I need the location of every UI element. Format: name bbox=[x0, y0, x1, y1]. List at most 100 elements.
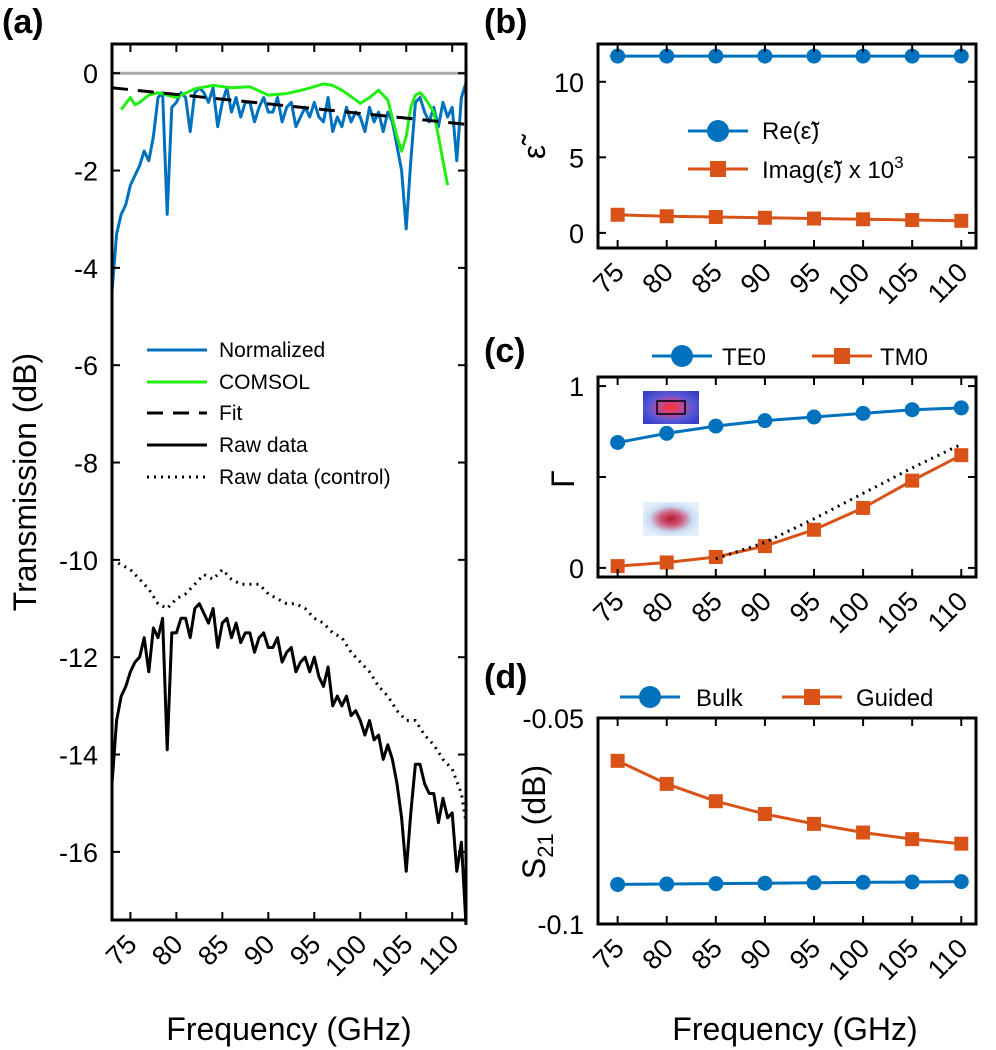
y-tick-label: 5 bbox=[569, 143, 584, 173]
x-tick-label: 95 bbox=[284, 929, 326, 971]
panel-d-ylabel-unit: (dB) bbox=[516, 765, 552, 825]
x-tick-label: 100 bbox=[319, 929, 372, 982]
x-tick-label: 100 bbox=[822, 586, 875, 639]
y-tick-label: -2 bbox=[74, 157, 98, 187]
x-tick-label: 105 bbox=[871, 586, 924, 639]
y-tick-label: 0 bbox=[569, 219, 584, 249]
data-point-bulk bbox=[610, 876, 626, 892]
series-line-normalized bbox=[110, 82, 468, 293]
panel-a-legend: Normalized COMSOL Fit Raw data Raw data … bbox=[147, 339, 391, 489]
x-tick-label: 100 bbox=[822, 257, 875, 310]
legend-label-tm0: TM0 bbox=[880, 344, 928, 371]
y-tick-label: -6 bbox=[74, 351, 98, 381]
data-point-bulk bbox=[659, 876, 675, 892]
legend-label-raw: Raw data bbox=[219, 434, 308, 457]
data-point-te0 bbox=[659, 425, 675, 441]
x-tick-label: 90 bbox=[735, 257, 777, 299]
panel-label-c: (c) bbox=[484, 332, 526, 370]
data-point-te0 bbox=[953, 400, 969, 416]
data-point-te0 bbox=[855, 405, 871, 421]
x-tick-label: 85 bbox=[192, 929, 234, 971]
data-point-re bbox=[806, 48, 822, 64]
y-tick-label: 1 bbox=[569, 372, 584, 402]
y-tick-label: -4 bbox=[74, 254, 98, 284]
y-tick-label: 0 bbox=[569, 554, 584, 584]
data-point-bulk bbox=[953, 874, 969, 890]
legend-marker-tm0 bbox=[834, 348, 850, 364]
x-tick-label: 75 bbox=[587, 933, 629, 975]
panel-d-ylabel-sub: 21 bbox=[533, 833, 558, 857]
panel-d-data bbox=[610, 753, 969, 892]
panel-c-ylabel: Γ bbox=[545, 470, 581, 488]
x-tick-label: 110 bbox=[922, 586, 974, 638]
legend-marker-guided bbox=[804, 689, 820, 705]
legend-label-re: Re(ε̃) bbox=[762, 118, 820, 145]
legend-label-raw-control: Raw data (control) bbox=[219, 466, 391, 489]
x-tick-label: 95 bbox=[784, 257, 826, 299]
data-point-tm0 bbox=[954, 448, 969, 463]
data-point-tm0 bbox=[659, 555, 674, 570]
panel-d-ylabel: S21 (dB) bbox=[516, 765, 558, 879]
legend-marker-te0 bbox=[671, 345, 693, 367]
legend-label-imag-exponent: 3 bbox=[894, 153, 903, 172]
data-point-bulk bbox=[855, 874, 871, 890]
data-point-guided bbox=[954, 836, 969, 851]
data-point-tm0 bbox=[708, 550, 723, 564]
legend-marker-re bbox=[707, 120, 729, 142]
data-point-te0 bbox=[610, 434, 626, 450]
series-line-raw-data bbox=[110, 602, 468, 925]
legend-label-te0: TE0 bbox=[722, 344, 766, 371]
data-point-imag-x-10-3 bbox=[659, 209, 674, 224]
y-tick-label: -16 bbox=[59, 838, 98, 868]
x-tick-label: 95 bbox=[784, 586, 826, 628]
data-point-tm0 bbox=[610, 559, 625, 574]
panel-b-data bbox=[610, 48, 969, 228]
x-tick-label: 95 bbox=[784, 933, 826, 975]
series-line-comsol bbox=[120, 82, 450, 186]
data-point-guided bbox=[757, 806, 772, 821]
legend-label-normalized: Normalized bbox=[219, 339, 325, 362]
legend-label-imag-text: Imag(ε̃) x 10 bbox=[762, 157, 894, 184]
x-tick-label: 100 bbox=[822, 933, 875, 986]
legend-label-comsol: COMSOL bbox=[219, 371, 310, 394]
data-point-tm0 bbox=[905, 473, 920, 488]
data-point-te0 bbox=[708, 418, 724, 434]
data-point-imag-x-10-3 bbox=[856, 212, 871, 227]
x-tick-label: 80 bbox=[637, 257, 679, 299]
data-point-tm0 bbox=[807, 522, 821, 537]
x-tick-label: 105 bbox=[871, 257, 924, 310]
data-point-tm0 bbox=[757, 539, 772, 554]
data-point-guided bbox=[708, 794, 723, 809]
x-tick-label: 105 bbox=[871, 933, 924, 986]
panel-d-legend: Bulk Guided bbox=[620, 685, 933, 712]
panel-d-axes-box bbox=[596, 716, 978, 926]
x-tick-label: 110 bbox=[922, 257, 974, 309]
data-point-bulk bbox=[904, 874, 920, 890]
data-point-bulk bbox=[757, 875, 773, 891]
x-tick-label: 110 bbox=[922, 933, 974, 985]
panel-label-a: (a) bbox=[2, 3, 44, 41]
data-point-te0 bbox=[904, 402, 920, 418]
data-point-re bbox=[659, 48, 675, 64]
x-tick-label: 80 bbox=[637, 586, 679, 628]
data-point-imag-x-10-3 bbox=[954, 213, 969, 228]
series-line-fit bbox=[111, 86, 467, 126]
data-point-imag-x-10-3 bbox=[807, 211, 821, 226]
series-line-tm0-dotted-reference bbox=[715, 442, 962, 561]
panel-d-ylabel-s: S bbox=[516, 858, 552, 879]
legend-label-bulk: Bulk bbox=[696, 685, 744, 712]
legend-label-imag: Imag(ε̃) x 103 bbox=[762, 153, 904, 184]
te0-mode-profile-image bbox=[643, 391, 699, 424]
legend-marker-bulk bbox=[639, 686, 661, 708]
data-point-re bbox=[953, 48, 969, 64]
data-point-re bbox=[610, 48, 626, 64]
panel-a-xlabel: Frequency (GHz) bbox=[166, 1011, 411, 1047]
data-point-re bbox=[757, 48, 773, 64]
panel-a-axes-box bbox=[110, 42, 468, 922]
data-point-guided bbox=[856, 825, 871, 840]
series-line-tm0 bbox=[617, 453, 962, 568]
data-point-guided bbox=[610, 753, 625, 768]
y-tick-label: -14 bbox=[59, 741, 98, 771]
